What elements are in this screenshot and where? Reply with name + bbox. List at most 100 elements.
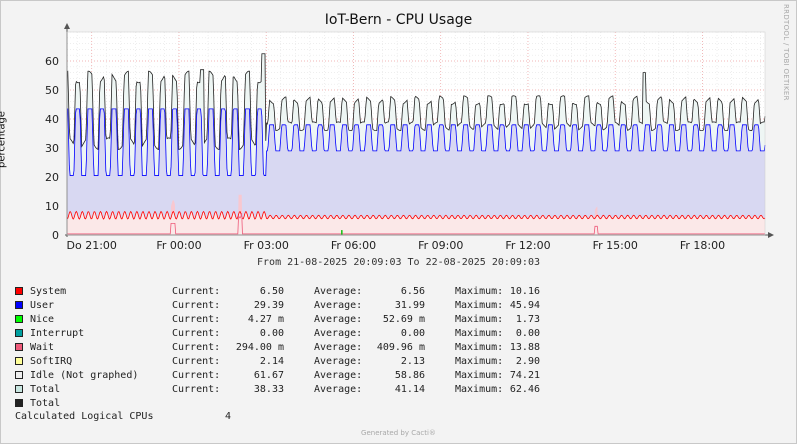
x-axis-arrow — [768, 232, 774, 238]
watermark-text: RRDTOOL / TOBI OETIKER — [782, 4, 790, 101]
legend-current-label: Current: — [172, 384, 221, 395]
legend-swatch — [15, 287, 23, 295]
date-range: From 21-08-2025 20:09:03 To 22-08-2025 2… — [257, 257, 540, 268]
legend-current-label: Current: — [172, 356, 221, 367]
chart-series — [66, 53, 766, 235]
wait-line — [67, 213, 765, 235]
x-tick-label: Fr 00:00 — [156, 239, 201, 252]
legend-swatch — [15, 301, 23, 309]
legend-average-value: 41.14 — [394, 384, 425, 395]
legend-name: SoftIRQ — [30, 356, 73, 367]
legend-average-value: 58.86 — [394, 370, 425, 381]
legend-current-value: 61.67 — [253, 370, 284, 381]
generated-by-footer: Generated by Cacti® — [361, 429, 436, 437]
user-line — [67, 108, 766, 176]
y-tick-label: 40 — [45, 113, 59, 126]
y-tick-label: 60 — [45, 55, 59, 68]
y-tick-labels: 0 10 20 30 40 50 60 — [45, 55, 59, 242]
legend-current-label: Current: — [172, 300, 221, 311]
legend-maximum-label: Maximum: — [455, 314, 504, 325]
legend-current-label: Current: — [172, 328, 221, 339]
legend-current-value: 0.00 — [259, 328, 284, 339]
legend-current-value: 29.39 — [253, 300, 284, 311]
legend-maximum-value: 2.90 — [515, 356, 540, 367]
x-tick-label: Fr 09:00 — [418, 239, 463, 252]
legend-name: Idle (Not graphed) — [30, 370, 139, 381]
legend-maximum-label: Maximum: — [455, 286, 504, 297]
calculated-cpus: Calculated Logical CPUs 4 — [15, 411, 231, 422]
legend-average-label: Average: — [314, 314, 363, 325]
legend-current-label: Current: — [172, 342, 221, 353]
legend-maximum-value: 0.00 — [515, 328, 540, 339]
legend-swatch — [15, 357, 23, 365]
x-tick-labels: Do 21:00 Fr 00:00 Fr 03:00 Fr 06:00 Fr 09:00… — [67, 239, 726, 252]
legend-average-label: Average: — [314, 356, 363, 367]
legend-name: System — [30, 286, 67, 297]
x-tick-label: Do 21:00 — [67, 239, 117, 252]
legend-average-value: 31.99 — [394, 300, 425, 311]
legend-maximum-value: 1.73 — [515, 314, 540, 325]
calculated-cpus-value: 4 — [225, 411, 232, 422]
legend-maximum-label: Maximum: — [455, 356, 504, 367]
x-tick-label: Fr 12:00 — [505, 239, 550, 252]
legend-maximum-label: Maximum: — [455, 300, 504, 311]
legend-current-label: Current: — [172, 314, 221, 325]
legend-average-value: 6.56 — [400, 286, 425, 297]
legend-average-label: Average: — [314, 286, 363, 297]
legend-current-value: 4.27 m — [247, 314, 284, 325]
y-tick-label: 0 — [52, 229, 59, 242]
legend-name: Nice — [30, 314, 55, 325]
legend-current-label: Current: — [172, 370, 221, 381]
legend-name: User — [30, 300, 55, 311]
legend-maximum-label: Maximum: — [455, 342, 504, 353]
calculated-cpus-label: Calculated Logical CPUs — [15, 411, 154, 422]
y-tick-label: 10 — [45, 200, 59, 213]
cpu-usage-chart: 0 10 20 30 40 50 60 Do 21:00 Fr 00:00 Fr 03:00 Fr… — [45, 23, 774, 252]
legend-current-label: Current: — [172, 286, 221, 297]
legend-swatch — [15, 385, 23, 393]
y-axis-arrow — [64, 23, 70, 29]
legend-maximum-value: 10.16 — [509, 286, 540, 297]
legend-average-label: Average: — [314, 370, 363, 381]
legend-swatch — [15, 399, 23, 407]
y-tick-label: 20 — [45, 171, 59, 184]
legend-maximum-value: 74.21 — [509, 370, 540, 381]
legend-current-value: 2.14 — [259, 356, 284, 367]
legend-maximum-value: 45.94 — [509, 300, 540, 311]
legend-maximum-label: Maximum: — [455, 384, 504, 395]
total-line — [66, 53, 766, 151]
legend-swatch — [15, 371, 23, 379]
legend-average-label: Average: — [314, 328, 363, 339]
legend-average-label: Average: — [314, 384, 363, 395]
legend-average-value: 0.00 — [400, 328, 425, 339]
legend-maximum-label: Maximum: — [455, 370, 504, 381]
legend-average-label: Average: — [314, 300, 363, 311]
legend-name: Interrupt — [30, 328, 85, 339]
y-tick-label: 50 — [45, 84, 59, 97]
legend-average-label: Average: — [314, 342, 363, 353]
chart-axes — [64, 23, 774, 238]
legend-name: Total — [30, 384, 61, 395]
legend-name: Wait — [30, 342, 55, 353]
legend-current-value: 294.00 m — [235, 342, 284, 353]
legend-swatch — [15, 315, 23, 323]
x-tick-label: Fr 03:00 — [244, 239, 289, 252]
legend-maximum-label: Maximum: — [455, 328, 504, 339]
chart-title: IoT-Bern - CPU Usage — [324, 12, 473, 28]
legend-maximum-value: 13.88 — [509, 342, 540, 353]
legend-maximum-value: 62.46 — [509, 384, 540, 395]
legend-current-value: 38.33 — [253, 384, 284, 395]
x-tick-label: Fr 15:00 — [593, 239, 638, 252]
rrdtool-watermark: RRDTOOL / TOBI OETIKER — [782, 0, 794, 200]
legend-name: Total — [30, 398, 61, 409]
plot-border — [66, 31, 766, 236]
legend-current-value: 6.50 — [259, 286, 284, 297]
legend-swatch — [15, 329, 23, 337]
legend-average-value: 2.13 — [400, 356, 425, 367]
legend-average-value: 409.96 m — [376, 342, 425, 353]
y-tick-label: 30 — [45, 142, 59, 155]
x-tick-label: Fr 18:00 — [680, 239, 725, 252]
legend-swatch — [15, 343, 23, 351]
x-tick-label: Fr 06:00 — [331, 239, 376, 252]
system-line — [66, 210, 766, 220]
